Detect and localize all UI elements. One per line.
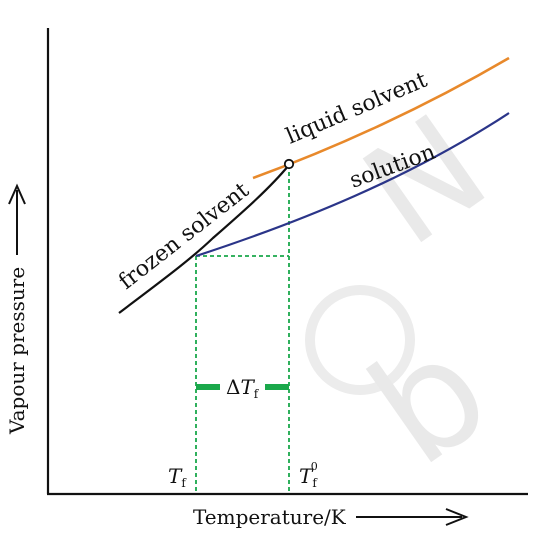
tf-label: Tf	[168, 464, 187, 490]
tf0-label: Tf0	[299, 460, 318, 490]
x-axis-arrow-icon	[356, 508, 469, 526]
frozen-solvent-curve	[118, 164, 290, 314]
y-axis-arrow-icon	[8, 183, 26, 255]
svg-text:ΔTf: ΔTf	[226, 375, 260, 401]
frozen-solvent-label: frozen solvent	[114, 178, 254, 295]
svg-text:b: b	[341, 302, 519, 499]
y-axis-label: Vapour pressure	[5, 267, 29, 435]
delta-tf-bar: ΔTf	[196, 375, 289, 401]
liquid-solvent-curve	[252, 56, 510, 180]
delta-symbol: Δ	[226, 375, 240, 399]
x-axis-label: Temperature/K	[193, 505, 347, 529]
triple-point-marker	[283, 158, 295, 170]
delta-t-sub: f	[254, 387, 260, 401]
guide-lines	[195, 165, 290, 494]
solution-curve	[195, 112, 510, 258]
delta-t-main: T	[240, 375, 255, 399]
